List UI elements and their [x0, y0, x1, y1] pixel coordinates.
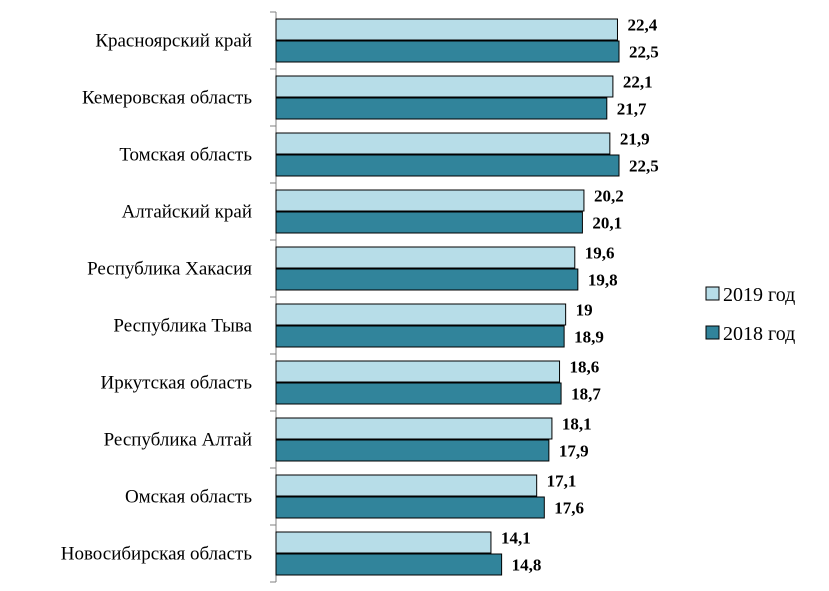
category-label: Красноярский край: [95, 31, 252, 52]
data-label: 20,2: [594, 187, 624, 206]
bar-series-2: [275, 154, 620, 177]
category-label: Кемеровская область: [82, 88, 252, 109]
value-labels: 22,4 22,5 22,1 21,7 21,9 22,5 20,2 20,1 19,6 19,8…: [501, 16, 659, 575]
data-label: 18,1: [562, 415, 592, 434]
data-label: 14,8: [512, 556, 542, 575]
bar-series-1: [275, 360, 561, 383]
category-labels: Красноярский край Кемеровская область Томс…: [61, 31, 253, 565]
data-label: 21,7: [617, 100, 647, 119]
legend: 2019 год 2018 год: [705, 284, 795, 345]
bar-series-2: [275, 382, 562, 405]
bar-series-1: [275, 132, 611, 155]
bar-series-2: [275, 325, 565, 348]
data-label: 17,9: [559, 442, 589, 461]
data-label: 22,5: [629, 157, 659, 176]
category-label: Омская область: [125, 487, 252, 508]
category-label: Республика Тыва: [113, 316, 252, 337]
category-label: Алтайский край: [122, 202, 252, 223]
bar-series-2: [275, 40, 620, 63]
category-label: Новосибирская область: [61, 544, 253, 565]
bar-series-2: [275, 211, 583, 234]
legend-swatch: [705, 325, 720, 340]
bar-series-1: [275, 303, 567, 326]
bars-group: [275, 18, 620, 576]
legend-label: 2019 год: [723, 284, 795, 306]
category-label: Республика Хакасия: [87, 259, 252, 280]
legend-swatch: [705, 286, 720, 301]
category-label: Томская область: [119, 145, 252, 166]
category-label: Республика Алтай: [104, 430, 252, 451]
bar-series-1: [275, 75, 614, 98]
bar-series-1: [275, 246, 576, 269]
data-label: 22,1: [623, 73, 653, 92]
category-label: Иркутская область: [100, 373, 252, 394]
bar-series-1: [275, 18, 618, 41]
data-label: 17,1: [547, 472, 577, 491]
data-label: 19,6: [585, 244, 615, 263]
bar-series-2: [275, 439, 550, 462]
data-label: 20,1: [592, 214, 622, 233]
data-label: 21,9: [620, 130, 650, 149]
legend-label: 2018 год: [723, 323, 795, 345]
bar-series-2: [275, 553, 503, 576]
bar-series-2: [275, 268, 579, 291]
data-label: 17,6: [554, 499, 584, 518]
bar-series-2: [275, 496, 545, 519]
bar-series-1: [275, 189, 585, 212]
data-label: 18,6: [570, 358, 600, 377]
bar-series-2: [275, 97, 608, 120]
data-label: 19: [576, 301, 593, 320]
bar-series-1: [275, 531, 492, 554]
data-label: 14,1: [501, 529, 531, 548]
data-label: 22,5: [629, 43, 659, 62]
bar-series-1: [275, 474, 538, 497]
data-label: 18,9: [574, 328, 604, 347]
axis-group: [270, 11, 277, 583]
data-label: 19,8: [588, 271, 618, 290]
bar-series-1: [275, 417, 553, 440]
data-label: 22,4: [627, 16, 657, 35]
data-label: 18,7: [571, 385, 601, 404]
